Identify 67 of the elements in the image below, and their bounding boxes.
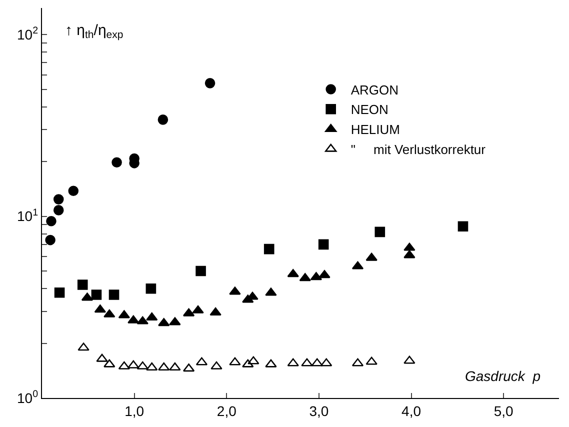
point [287,269,299,278]
point [104,359,116,368]
point [158,362,170,370]
y-tick-label: 10$^{1}$ [17,207,38,224]
point [265,359,277,368]
x-tick-label: 1,0 [124,402,144,419]
point [366,252,378,261]
x-tick-label: 4,0 [402,402,422,419]
point [146,312,158,320]
point [311,358,323,366]
point [96,354,108,362]
point [77,280,88,290]
point [458,221,468,232]
point [265,288,277,296]
point [404,250,416,258]
point [299,273,311,282]
point [136,361,148,370]
point [229,357,241,366]
point [318,239,329,250]
point [104,309,116,318]
point [91,290,102,300]
point [169,362,181,370]
point [169,317,181,326]
point [108,290,120,300]
point [192,305,204,314]
point [318,270,330,278]
y-axis-title: ↑ η$_{th}$/η$_{exp}$ [65,22,124,42]
point [53,194,64,204]
point [158,114,168,125]
point [248,356,260,364]
point [46,216,56,226]
point [128,315,140,324]
point [78,342,90,351]
point [196,266,206,276]
point [146,283,156,294]
point [204,78,216,88]
legend-label: HELIUM [350,122,400,138]
point [68,186,79,196]
point [264,244,274,254]
legend-label: ARGON [350,82,399,98]
point [242,359,254,368]
point [54,287,65,298]
point [112,157,122,168]
y-tick-label: 10$^{2}$ [17,26,38,42]
point [404,242,416,251]
x-axis-title: Gasdruck p [465,368,541,384]
x-tick-label: 2,0 [216,402,237,419]
point [158,318,170,326]
point [320,358,332,366]
point [366,356,378,365]
point [287,358,299,366]
point [53,205,64,216]
y-tick-label: 10$^{0}$ [17,389,39,406]
x-tick-label: 5,0 [494,402,514,419]
legend-label: " mit Verlustkorrektur [350,142,486,158]
point [136,316,148,324]
point [404,356,416,364]
point [301,358,313,366]
point [45,234,56,246]
point [374,226,386,238]
legend-label: NEON [350,102,388,118]
x-tick-label: 3,0 [309,402,329,419]
point [210,307,222,316]
point [128,360,140,368]
point [146,362,158,370]
point [210,361,222,370]
point [229,286,241,295]
